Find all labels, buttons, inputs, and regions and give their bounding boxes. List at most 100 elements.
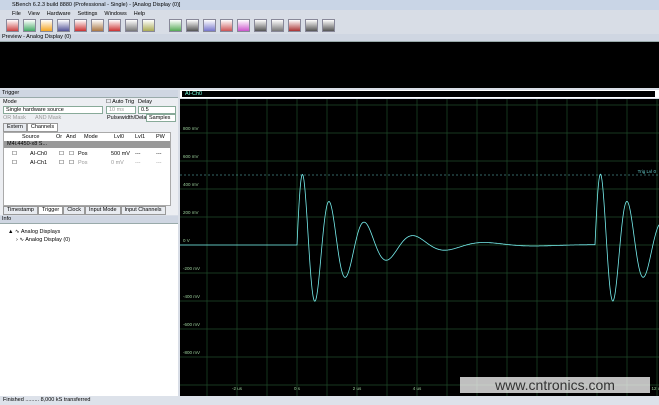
waveform bbox=[180, 173, 659, 302]
channel-label: AI-Ch0 bbox=[185, 91, 203, 97]
dropdown[interactable]: Samples bbox=[146, 114, 176, 122]
tree-item[interactable]: ▲ ∿ Analog Displays bbox=[8, 229, 61, 235]
tool-button[interactable] bbox=[271, 19, 284, 32]
checkbox[interactable]: ☐ bbox=[12, 160, 17, 166]
group-row bbox=[4, 141, 170, 148]
cell: AI-Ch1 bbox=[30, 160, 48, 166]
card-name: M4i.4450-x8 S... bbox=[7, 141, 48, 147]
cell: Pos bbox=[78, 160, 88, 166]
plot-background bbox=[180, 99, 659, 396]
tab[interactable]: Input Channels bbox=[120, 206, 166, 215]
tree-label: Analog Display (0) bbox=[25, 237, 71, 243]
window-title: SBench 6.2.3 build 8880 (Professional - … bbox=[12, 2, 181, 8]
status-bar: Finished ......... 8,000 kS transferred bbox=[0, 396, 659, 405]
tab[interactable]: Timestamp bbox=[3, 206, 38, 215]
menu-bar: File View Hardware Settings Windows Help bbox=[12, 10, 152, 18]
dropdown[interactable]: Single hardware source bbox=[3, 106, 103, 114]
menu-item[interactable]: Windows bbox=[104, 11, 127, 17]
cell: 500 mV bbox=[111, 151, 130, 157]
x-tick-label: 2 us bbox=[353, 386, 362, 391]
cell: 0 mV bbox=[111, 160, 124, 166]
column-header: PW bbox=[156, 134, 165, 140]
tool-button[interactable] bbox=[288, 19, 301, 32]
tool-button[interactable] bbox=[186, 19, 199, 32]
tab[interactable]: Clock bbox=[63, 206, 85, 215]
tab[interactable]: Trigger bbox=[38, 206, 64, 215]
button[interactable]: AND Mask bbox=[35, 115, 62, 121]
trigger-table: Source Or And Mode Lvl0 Lvl1 PW M4i.4450-x8 S..… bbox=[3, 132, 171, 206]
tool-button[interactable] bbox=[254, 19, 267, 32]
x-tick-label: 0 s bbox=[294, 386, 301, 391]
menu-item[interactable]: Settings bbox=[77, 11, 98, 17]
tool-button[interactable] bbox=[23, 19, 36, 32]
dropdown-value: Samples bbox=[149, 115, 171, 121]
tool-button[interactable] bbox=[91, 19, 104, 32]
tool-button[interactable] bbox=[108, 19, 121, 32]
tool-button[interactable] bbox=[169, 19, 182, 32]
y-tick-label: 400 mV bbox=[183, 182, 199, 187]
y-tick-label: -600 mV bbox=[183, 322, 200, 327]
cell: --- bbox=[156, 160, 162, 166]
spin-input[interactable]: 0.5 bbox=[138, 106, 176, 114]
analog-display: 800 mV 600 mV 400 mV 200 mV 0 V -200 mV -400 m… bbox=[180, 99, 659, 396]
x-tick-label: -2 us bbox=[232, 386, 243, 391]
watermark-box bbox=[460, 377, 650, 393]
column-header: And bbox=[66, 134, 76, 140]
column-header: Or bbox=[56, 134, 63, 140]
menu-item[interactable]: File bbox=[12, 11, 21, 17]
watermark: www.cntronics.com bbox=[494, 377, 615, 393]
x-tick-label: 12 us bbox=[651, 386, 659, 391]
trigger-panel: Trigger Mode Single hardware source ☐ Au… bbox=[0, 90, 178, 215]
panel-title: Info bbox=[2, 216, 12, 222]
checkbox[interactable]: ☐ bbox=[69, 160, 74, 166]
info-panel: Info ▲ ∿ Analog Displays › ∿ Analog Disp… bbox=[0, 216, 178, 396]
tool-button[interactable] bbox=[57, 19, 70, 32]
y-tick-label: -200 mV bbox=[183, 266, 200, 271]
cell: --- bbox=[135, 160, 141, 166]
menu-item[interactable]: View bbox=[27, 11, 40, 17]
input-value: 0.5 bbox=[141, 107, 149, 113]
tool-button[interactable] bbox=[237, 19, 250, 32]
status-text: Finished ......... 8,000 kS transferred bbox=[3, 397, 91, 403]
tool-button[interactable] bbox=[6, 19, 19, 32]
tool-button[interactable] bbox=[40, 19, 53, 32]
preview-title: Preview - Analog Display (0) bbox=[2, 34, 72, 40]
column-header: Mode bbox=[84, 134, 98, 140]
tool-button[interactable] bbox=[142, 19, 155, 32]
y-tick-label: -800 mV bbox=[183, 350, 200, 355]
tool-button[interactable] bbox=[322, 19, 335, 32]
panel-title: Trigger bbox=[2, 90, 20, 96]
tab[interactable]: Extern bbox=[3, 123, 27, 132]
input-value: 10 ms bbox=[109, 107, 124, 113]
channel-bar: AI-Ch0 bbox=[180, 90, 659, 98]
tool-button[interactable] bbox=[305, 19, 318, 32]
cell: --- bbox=[135, 151, 141, 157]
checkbox[interactable]: ☐ bbox=[59, 151, 64, 157]
title-bar: SBench 6.2.3 build 8880 (Professional - … bbox=[0, 0, 659, 10]
dropdown-value: Single hardware source bbox=[6, 107, 64, 113]
tool-button[interactable] bbox=[125, 19, 138, 32]
checkbox[interactable]: ☐ bbox=[12, 151, 17, 157]
label: Pulsewidth/Delay in bbox=[107, 115, 155, 121]
menu-item[interactable]: Hardware bbox=[46, 11, 71, 17]
tool-button[interactable] bbox=[220, 19, 233, 32]
checkbox[interactable]: ☐ Auto Trig bbox=[106, 99, 135, 105]
tab[interactable]: Channels bbox=[26, 123, 59, 132]
label: Mode bbox=[3, 99, 17, 105]
checkbox[interactable]: ☐ bbox=[59, 160, 64, 166]
trigger-level-label: Trig Lvl 0 bbox=[638, 169, 657, 174]
label: Delay bbox=[138, 99, 153, 105]
tab[interactable]: Input Mode bbox=[84, 206, 121, 215]
tree-item[interactable]: › ∿ Analog Display (0) bbox=[16, 237, 71, 243]
y-tick-label: 0 V bbox=[183, 238, 190, 243]
button[interactable]: OR Mask bbox=[3, 115, 26, 121]
checkbox[interactable]: ☐ bbox=[69, 151, 74, 157]
x-tick-label: 4 us bbox=[413, 386, 422, 391]
menu-item[interactable]: Help bbox=[133, 11, 146, 17]
tool-button[interactable] bbox=[74, 19, 87, 32]
y-tick-label: 200 mV bbox=[183, 210, 199, 215]
tool-button[interactable] bbox=[203, 19, 216, 32]
cell: --- bbox=[156, 151, 162, 157]
toolbar bbox=[6, 19, 406, 32]
